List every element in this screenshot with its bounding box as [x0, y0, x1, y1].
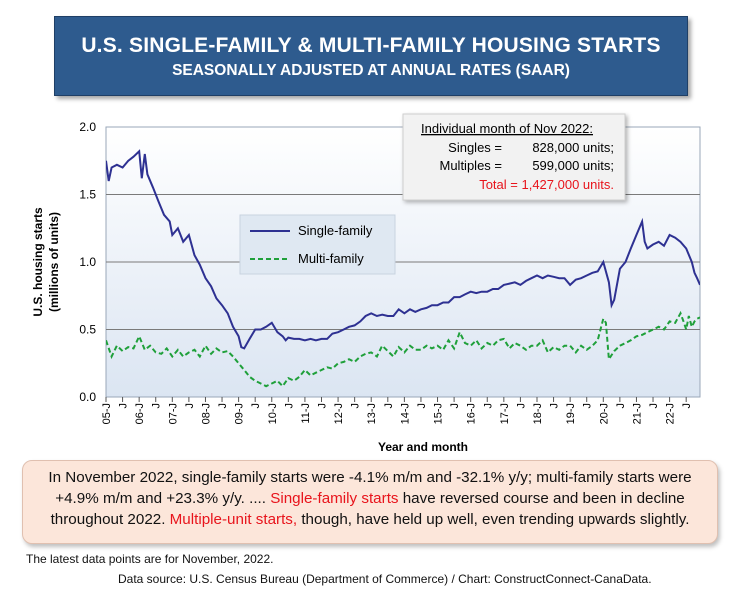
caption-line-1: In November 2022, single-family starts w…	[48, 469, 692, 486]
x-tick-label: 16-J	[466, 403, 478, 424]
info-box-background	[402, 113, 626, 201]
multi-family-series-line	[106, 310, 700, 388]
caption-line-3-text-a: throughout 2022.	[50, 511, 170, 528]
x-tick-label-midyear: J	[350, 403, 362, 409]
x-tick-label: 21-J	[631, 403, 643, 424]
caption-line-3: throughout 2022. Multiple-unit starts, t…	[23, 509, 717, 530]
y-tick-label: 1.0	[79, 255, 96, 269]
x-tick-label: 11-J	[300, 403, 312, 424]
caption-highlight-multiple-unit: Multiple-unit starts,	[169, 511, 298, 528]
x-tick-label: 18-J	[532, 403, 544, 424]
x-tick-label: 10-J	[267, 403, 279, 424]
y-tick-label: 2.0	[79, 120, 96, 134]
summary-caption: In November 2022, single-family starts w…	[22, 460, 718, 544]
info-box-heading: Individual month of Nov 2022:	[421, 121, 593, 136]
x-tick-label-midyear: J	[283, 403, 295, 409]
x-tick-label: 17-J	[499, 403, 511, 424]
legend: Single-family Multi-family	[239, 214, 396, 275]
x-tick-label: 05-J	[101, 403, 113, 424]
x-tick-label-midyear: J	[449, 403, 461, 409]
y-tick-label: 0.5	[79, 323, 96, 337]
caption-highlight-single-family: Single-family starts	[270, 490, 399, 507]
x-tick-label: 22-J	[665, 403, 677, 424]
y-tick-label: 1.5	[79, 188, 96, 202]
x-tick-label: 14-J	[399, 403, 411, 424]
caption-line-3-text-b: though, have held up well, even trending…	[297, 511, 690, 528]
x-tick-label-midyear: J	[250, 403, 262, 409]
x-tick-label: 15-J	[433, 403, 445, 424]
x-tick-label: 13-J	[366, 403, 378, 424]
x-tick-label: 07-J	[167, 403, 179, 424]
info-box-multiples-label: Multiples =	[440, 158, 503, 173]
info-box: Individual month of Nov 2022: Singles = …	[402, 113, 626, 201]
caption-line-2-text-b: have reversed course and been in decline	[398, 490, 685, 507]
legend-label-single-family: Single-family	[298, 223, 373, 238]
x-axis-label: Year and month	[378, 440, 468, 454]
x-tick-label-midyear: J	[416, 403, 428, 409]
x-tick-label-midyear: J	[316, 403, 328, 409]
x-tick-label: 12-J	[333, 403, 345, 424]
info-box-multiples-value: 599,000 units;	[532, 158, 614, 173]
x-tick-label-midyear: J	[184, 403, 196, 409]
x-tick-label: 19-J	[565, 403, 577, 424]
x-tick-label: 20-J	[598, 403, 610, 424]
legend-box	[239, 214, 396, 275]
chart-subtitle: SEASONALLY ADJUSTED AT ANNUAL RATES (SAA…	[172, 62, 570, 79]
x-tick-label: 06-J	[134, 403, 146, 424]
chart-title: U.S. SINGLE-FAMILY & MULTI-FAMILY HOUSIN…	[81, 34, 661, 57]
x-tick-label-midyear: J	[151, 403, 163, 409]
y-axis-label-line2: (millions of units)	[47, 212, 61, 312]
x-tick-label-midyear: J	[615, 403, 627, 409]
single-family-series-line	[106, 149, 700, 350]
footnote: The latest data points are for November,…	[26, 552, 274, 566]
x-tick-label-midyear: J	[383, 403, 395, 409]
x-tick-label: 09-J	[234, 403, 246, 424]
x-tick-label-midyear: J	[549, 403, 561, 409]
x-tick-label-midyear: J	[648, 403, 660, 409]
caption-line-2-text-a: +4.9% m/m and +23.3% y/y. ....	[55, 490, 271, 507]
y-axis-ticks: 0.0 0.5 1.0 1.5 2.0	[79, 120, 96, 404]
y-tick-label: 0.0	[79, 390, 96, 404]
x-tick-label-midyear: J	[118, 403, 130, 409]
y-axis-label-line1: U.S. housing starts	[31, 207, 45, 317]
info-box-singles-label: Singles =	[448, 140, 502, 155]
info-box-singles-value: 828,000 units;	[532, 140, 614, 155]
x-tick-label-midyear: J	[582, 403, 594, 409]
x-tick-label-midyear: J	[681, 403, 693, 409]
caption-line-2: +4.9% m/m and +23.3% y/y. .... Single-fa…	[23, 488, 717, 509]
x-tick-label-midyear: J	[515, 403, 527, 409]
info-box-total: Total = 1,427,000 units.	[479, 177, 614, 192]
x-axis-ticks: 05-J J 06-J J 07-J J 08-J J 09-J J 10-J J 11-J J 12-J J…	[101, 397, 693, 424]
housing-starts-chart: 0.0 0.5 1.0 1.5 2.0 05-J J 06-J J 07-J J 08-J J 09-J…	[31, 113, 701, 454]
title-banner: U.S. SINGLE-FAMILY & MULTI-FAMILY HOUSIN…	[54, 16, 688, 96]
x-tick-label-midyear: J	[482, 403, 494, 409]
x-tick-label-midyear: J	[217, 403, 229, 409]
legend-label-multi-family: Multi-family	[298, 251, 364, 266]
data-source: Data source: U.S. Census Bureau (Departm…	[118, 572, 652, 586]
x-tick-label: 08-J	[200, 403, 212, 424]
